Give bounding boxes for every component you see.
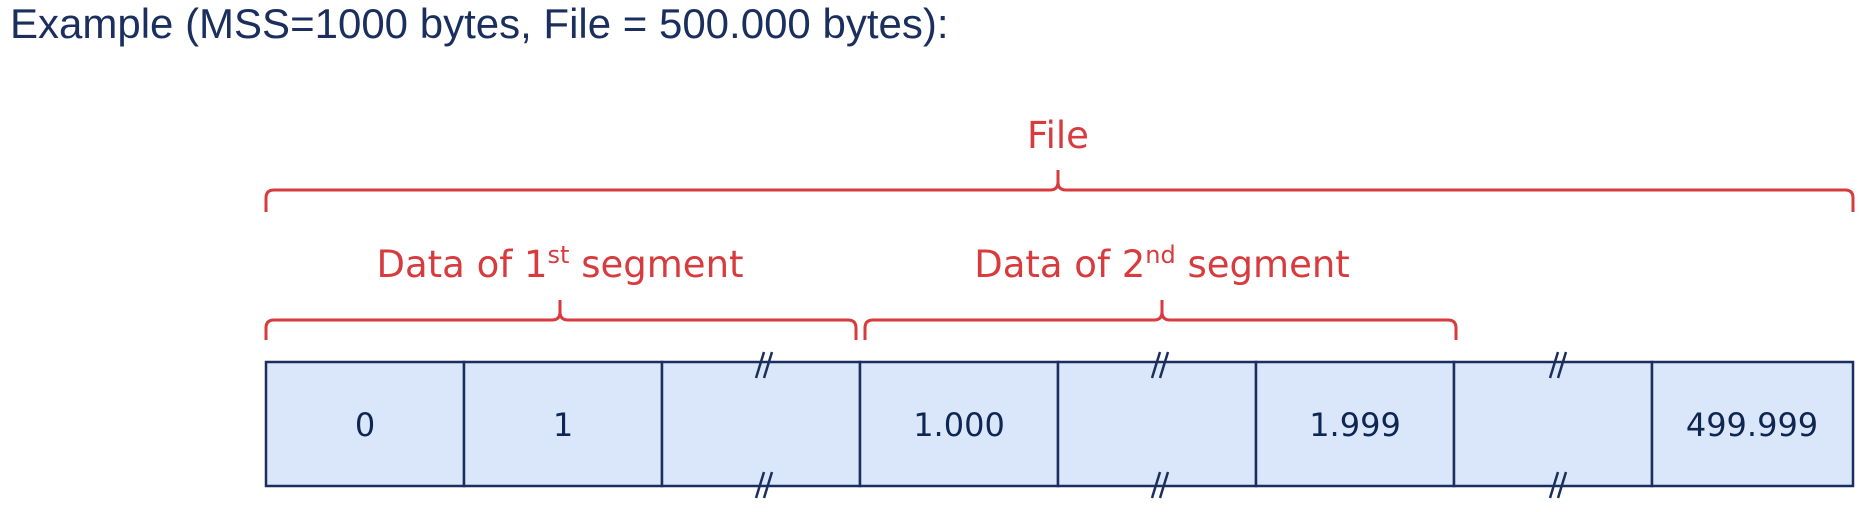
- file-brace: [264, 170, 1855, 212]
- file-label: File: [1027, 114, 1089, 157]
- byte-cell: [264, 360, 466, 488]
- segment-1-superscript: st: [548, 241, 570, 269]
- byte-cell: [660, 360, 862, 488]
- byte-cell: [858, 360, 1060, 488]
- segment-1-suffix: segment: [569, 243, 743, 286]
- cell-label: 1: [553, 406, 573, 444]
- segment-2-prefix: Data of 2: [974, 243, 1145, 286]
- page-title: Example (MSS=1000 bytes, File = 500.000 …: [10, 0, 949, 47]
- cell-label: 499.999: [1686, 406, 1818, 444]
- byte-cell: [462, 360, 664, 488]
- break-mark-top-1: [754, 351, 774, 379]
- byte-cell: [1452, 360, 1654, 488]
- segment-2-label: Data of 2nd segment: [974, 241, 1350, 286]
- byte-strip: [264, 360, 1855, 488]
- cell-label: 1.999: [1309, 406, 1401, 444]
- byte-cell: [1650, 360, 1855, 488]
- break-marks: [754, 351, 1568, 499]
- segment-2-superscript: nd: [1145, 241, 1175, 269]
- cell-label: 1.000: [913, 406, 1005, 444]
- break-mark-bottom-3: [1548, 471, 1568, 499]
- break-mark-top-3: [1548, 351, 1568, 379]
- break-mark-bottom-1: [754, 471, 774, 499]
- segment-2-suffix: segment: [1176, 243, 1350, 286]
- segment-2-brace: [863, 300, 1458, 340]
- segment-1-label: Data of 1st segment: [376, 241, 743, 286]
- segment-1-prefix: Data of 1: [376, 243, 547, 286]
- break-mark-top-2: [1150, 351, 1170, 379]
- segment-1-brace: [264, 300, 858, 340]
- cell-label: 0: [355, 406, 375, 444]
- byte-cell: [1056, 360, 1258, 488]
- byte-cell: [1254, 360, 1456, 488]
- break-mark-bottom-2: [1150, 471, 1170, 499]
